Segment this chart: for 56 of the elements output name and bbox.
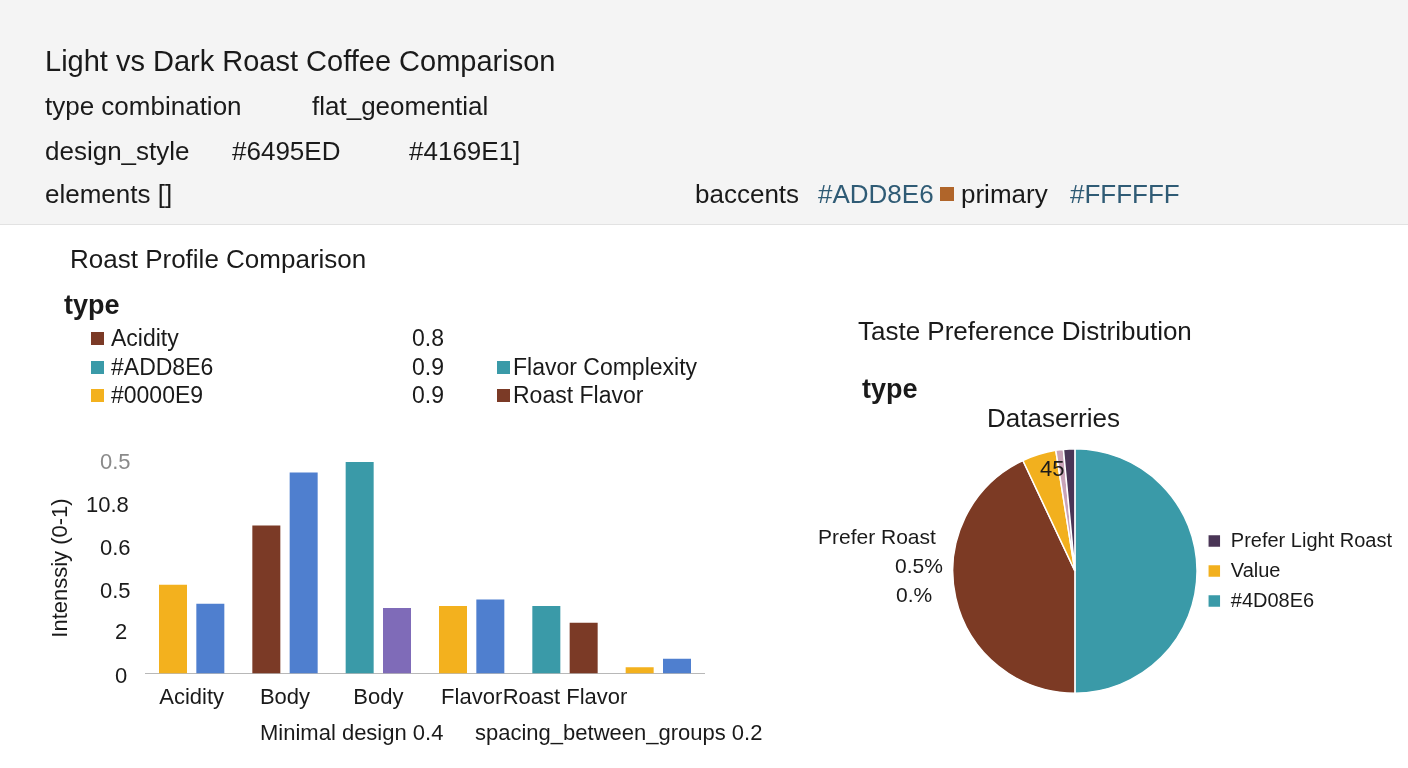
chart-title: Taste Preference Distribution [858,316,1192,346]
text: type [862,374,918,404]
text: 0.% [896,583,933,606]
text: baccents [695,179,800,209]
text: #0000E9 [111,382,204,408]
chart-title: Roast Profile Comparison [70,244,367,274]
text: 2 [115,619,128,644]
legend-label: #4D08E6 [1230,588,1315,611]
text: #6495ED [232,136,341,166]
bar [569,622,598,674]
text: #ADD8E6 [818,179,934,209]
bar [532,605,561,674]
x-tick-label: Acidity [159,683,225,709]
text: type combination [45,91,242,121]
text: Prefer Roast [818,525,936,548]
chart-subtitle: Dataserries [987,403,1120,433]
text: spacing_between_groups 0.2 [475,720,763,745]
text: 0.5% [895,554,943,577]
text: #4169E1] [409,136,521,166]
bar [476,599,505,674]
text: Minimal design 0.4 [260,720,444,745]
bar [625,667,654,674]
bar [289,472,318,674]
text: flat_geomential [312,91,489,121]
text: 0.8 [412,325,444,351]
bar [345,462,374,674]
text: 0.9 [412,382,444,408]
legend-label: Value [1230,558,1281,581]
bar [383,608,411,674]
y-axis-title: Intenssiy (0-1) [47,498,72,638]
x-tick-label: Body [259,683,311,709]
x-tick-label: Body [353,683,404,709]
text: Acidity [111,325,179,351]
text: primary [961,179,1048,209]
legend-label: Prefer Light Roast [1230,528,1393,551]
text: Flavor Complexity [513,354,698,380]
text: 0 [115,663,128,688]
text: #ADD8E6 [111,354,214,380]
bar [439,605,467,674]
text: design_style [45,136,190,166]
bar [252,525,281,674]
text: 0.9 [412,354,444,380]
x-tick-label: Roast Flavor [502,683,628,709]
text: type [64,290,120,320]
text: Light vs Dark Roast Coffee Comparison [45,45,556,77]
bar [663,658,691,674]
bar [159,584,187,674]
text: 0.5 [100,578,131,603]
text: Roast Flavor [513,382,644,408]
bar [196,603,225,674]
x-tick-label: Flavor [441,683,503,709]
text: elements [] [45,179,173,209]
text: 10.8 [86,492,129,517]
text: 0.5 [100,449,131,474]
text: 0.6 [100,535,131,560]
text: #FFFFFF [1070,179,1180,209]
